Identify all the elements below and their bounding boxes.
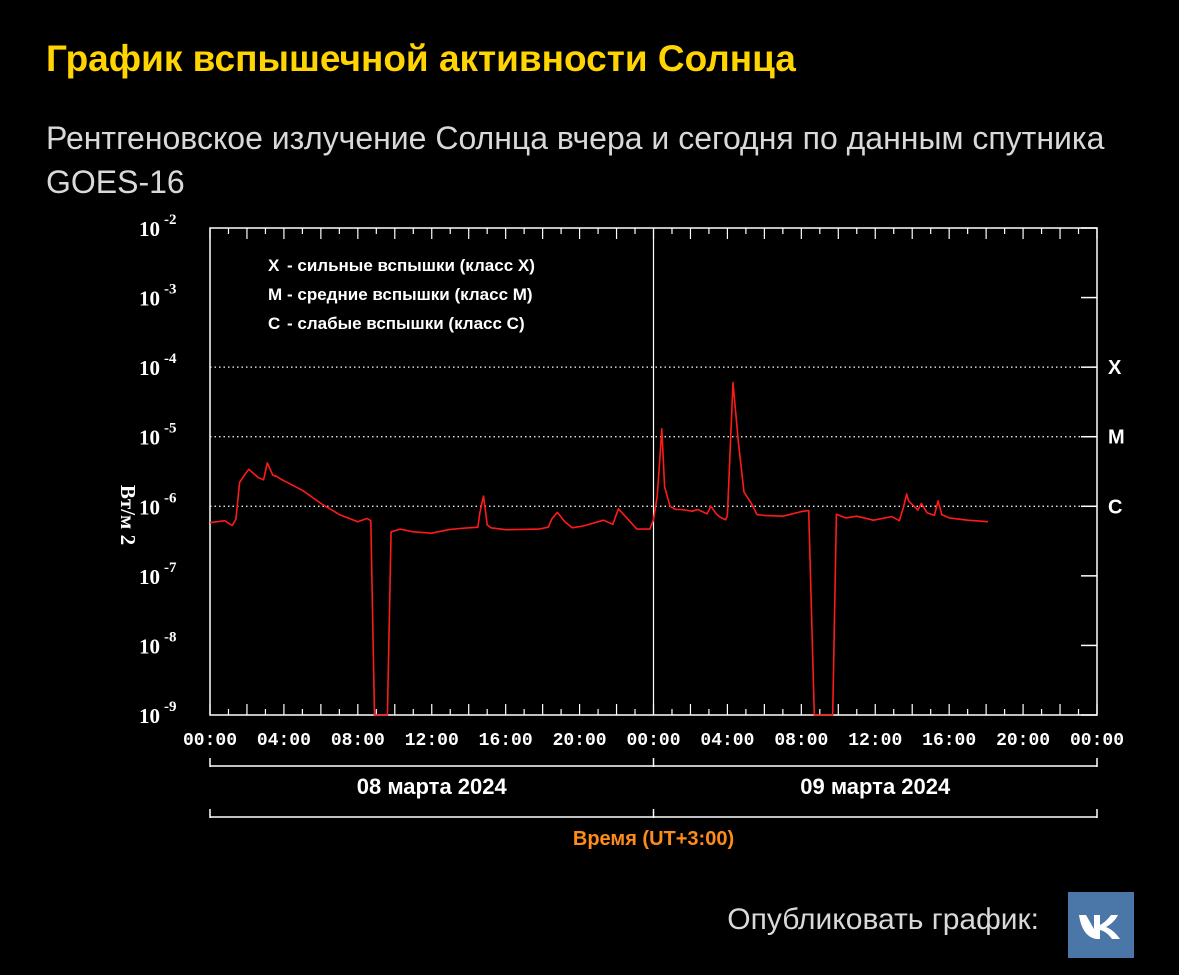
- y-tick-label: 10 -9: [139, 699, 177, 728]
- x-tick-label: 04:00: [257, 731, 311, 751]
- x-tick-label: 08:00: [774, 731, 828, 751]
- x-tick-label: 00:00: [183, 731, 237, 751]
- legend-text: - средние вспышки (класс M): [287, 285, 533, 304]
- legend-text: - сильные вспышки (класс X): [287, 256, 535, 275]
- publish-label: Опубликовать график:: [727, 903, 1039, 936]
- y-tick-label: 10 -4: [139, 351, 177, 380]
- x-tick-label: 00:00: [626, 731, 680, 751]
- x-axis-title: Время (UT+3:00): [573, 828, 734, 850]
- y-tick-label: 10 -7: [139, 560, 177, 589]
- vk-logo-icon: [1079, 915, 1120, 939]
- class-level-label: X: [1108, 357, 1122, 379]
- legend-key: C: [268, 314, 280, 333]
- y-tick-label: 10 -2: [139, 212, 177, 241]
- class-level-label: C: [1108, 496, 1122, 518]
- page-subtitle: Рентгеновское излучение Солнца вчера и с…: [46, 120, 1105, 200]
- page-title: График вспышечной активности Солнца: [46, 38, 796, 79]
- x-tick-label: 20:00: [553, 731, 607, 751]
- legend-key: X: [268, 256, 280, 275]
- x-tick-label: 08:00: [331, 731, 385, 751]
- legend-key: M: [268, 285, 282, 304]
- flux-series-line: [209, 381, 989, 716]
- x-tick-label: 16:00: [479, 731, 533, 751]
- day-label: 09 марта 2024: [800, 774, 951, 799]
- x-tick-label: 12:00: [848, 731, 902, 751]
- x-tick-label: 04:00: [700, 731, 754, 751]
- y-tick-label: 10 -6: [139, 490, 177, 519]
- x-tick-label: 12:00: [405, 731, 459, 751]
- class-level-label: M: [1108, 427, 1125, 449]
- y-tick-label: 10 -3: [139, 282, 177, 311]
- y-axis-title: Вт/м 2: [116, 485, 140, 545]
- legend-text: - слабые вспышки (класс C): [287, 314, 525, 333]
- x-tick-label: 20:00: [996, 731, 1050, 751]
- y-tick-label: 10 -5: [139, 421, 177, 450]
- x-tick-label: 00:00: [1070, 731, 1124, 751]
- vk-share-button[interactable]: [1068, 892, 1134, 958]
- x-tick-label: 16:00: [922, 731, 976, 751]
- day-label: 08 марта 2024: [357, 774, 508, 799]
- y-tick-label: 10 -8: [139, 629, 177, 658]
